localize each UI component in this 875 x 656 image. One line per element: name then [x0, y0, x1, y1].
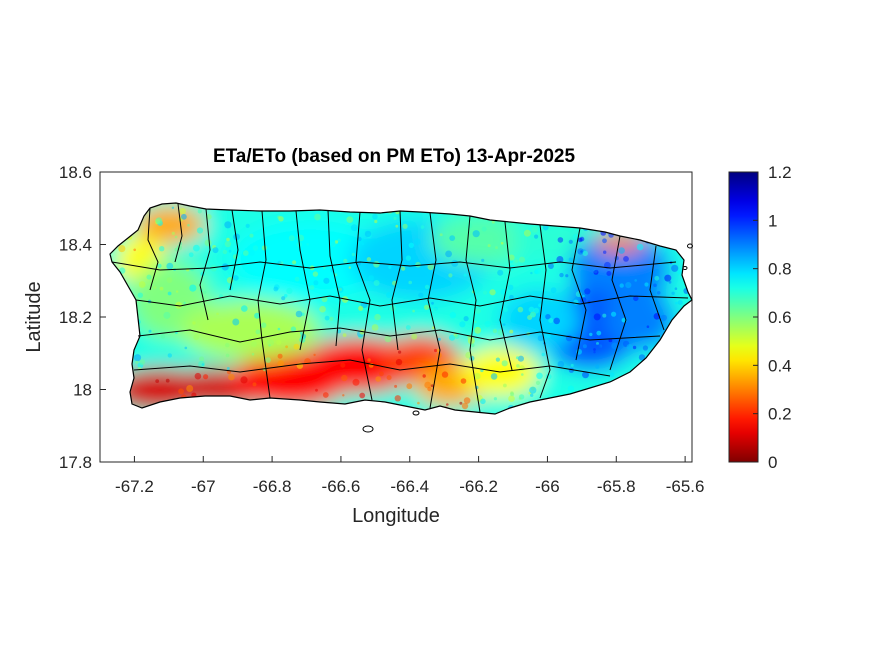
- colorbar-tick-label: 1.2: [768, 163, 792, 182]
- colorbar-tick-label: 0.8: [768, 260, 792, 279]
- chart-title: ETa/ETo (based on PM ETo) 13-Apr-2025: [213, 146, 576, 167]
- y-tick-label: 17.8: [59, 453, 92, 472]
- x-tick-label: -66: [535, 477, 560, 496]
- offshore-islets: [362, 243, 693, 433]
- colorbar-tick-label: 0: [768, 453, 777, 472]
- y-axis-label: Latitude: [23, 281, 45, 352]
- x-tick-label: -66.8: [253, 477, 292, 496]
- x-axis-label: Longitude: [352, 505, 440, 527]
- colorbar-tick-label: 0.6: [768, 308, 792, 327]
- colorbar-tick-label: 1: [768, 211, 777, 230]
- y-axis: 17.8 18 18.2 18.4 18.6: [59, 163, 106, 472]
- x-tick-label: -66.2: [459, 477, 498, 496]
- y-tick-label: 18.6: [59, 163, 92, 182]
- colorbar-axis: 0 0.2 0.4 0.6 0.8 1 1.2: [753, 163, 792, 472]
- x-tick-label: -66.6: [322, 477, 361, 496]
- x-axis: -67.2 -67 -66.8 -66.6 -66.4 -66.2 -66 -65.8 -65.…: [115, 456, 704, 496]
- y-tick-label: 18.4: [59, 236, 92, 255]
- colorbar-tick-label: 0.4: [768, 356, 792, 375]
- municipal-boundaries: [111, 203, 689, 413]
- island-coastline: [109, 202, 693, 415]
- y-tick-label: 18.2: [59, 308, 92, 327]
- x-tick-label: -67.2: [115, 477, 154, 496]
- x-tick-label: -66.4: [390, 477, 429, 496]
- x-tick-label: -65.6: [666, 477, 705, 496]
- x-tick-label: -65.8: [597, 477, 636, 496]
- colorbar-tick-label: 0.2: [768, 405, 792, 424]
- x-tick-label: -67: [191, 477, 216, 496]
- y-tick-label: 18: [73, 381, 92, 400]
